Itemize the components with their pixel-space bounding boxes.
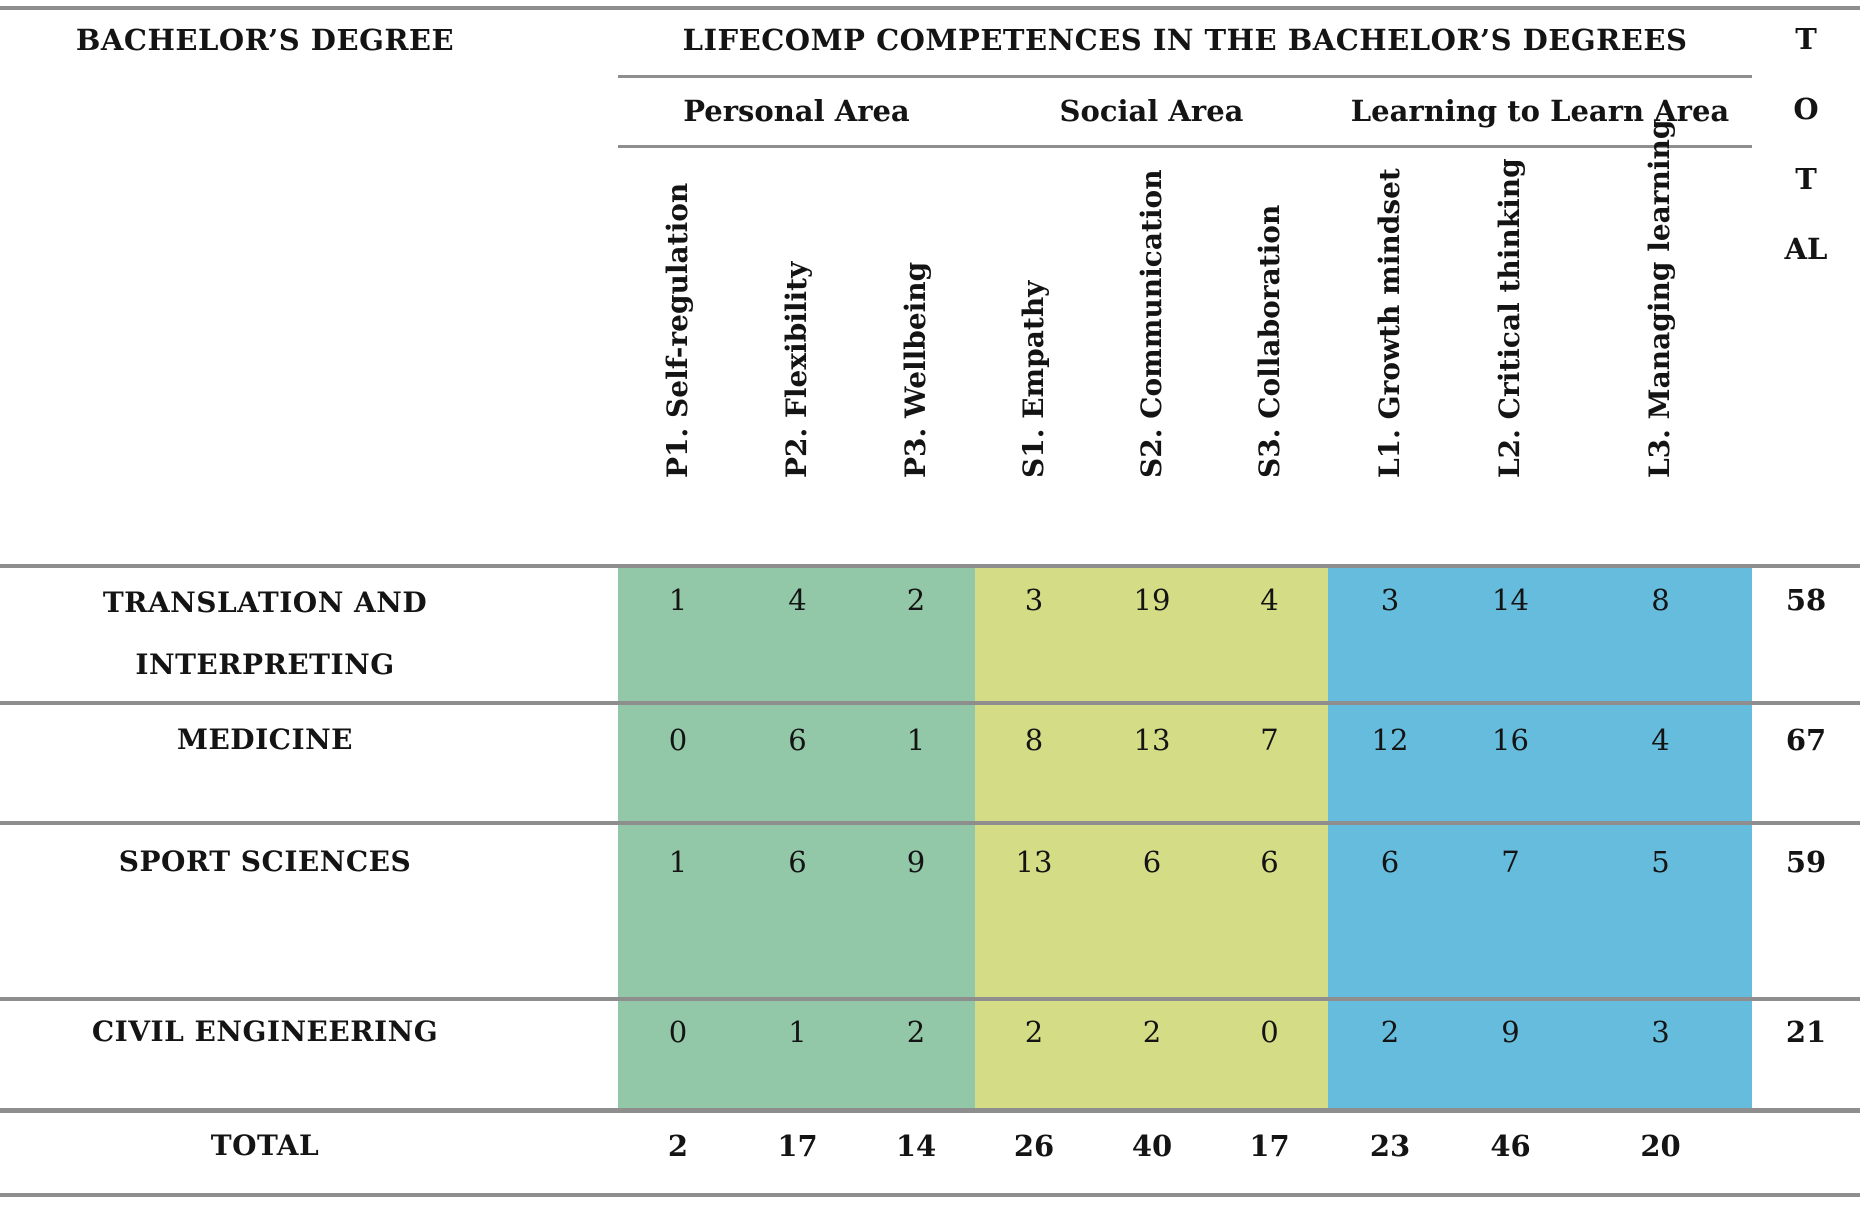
column-total-value: 40 bbox=[1131, 1129, 1173, 1163]
cell-value: 6 bbox=[788, 723, 807, 757]
social-area-band bbox=[975, 568, 1328, 1108]
cell-value: 8 bbox=[1651, 583, 1670, 617]
cell-value: 6 bbox=[788, 845, 807, 879]
horizontal-divider bbox=[0, 564, 1860, 568]
area-header-learning-to-learn: Learning to Learn Area bbox=[1350, 94, 1730, 128]
cell-value: 2 bbox=[906, 1015, 926, 1049]
total-header-line: T bbox=[1795, 22, 1817, 56]
cell-value: 6 bbox=[1260, 845, 1279, 879]
cell-value: 5 bbox=[1651, 845, 1670, 879]
column-header-p1-self-regulation: P1. Self-regulation bbox=[661, 182, 694, 478]
cell-value: 4 bbox=[1651, 723, 1670, 757]
column-total-value: 14 bbox=[895, 1129, 937, 1163]
total-header-line: AL bbox=[1784, 232, 1828, 266]
column-total-value: 17 bbox=[1249, 1129, 1290, 1163]
column-header-l3-managing-learning: L3. Managing learning bbox=[1643, 119, 1676, 478]
cell-value: 7 bbox=[1501, 845, 1520, 879]
bachelors-degree-header: BACHELOR’S DEGREE bbox=[75, 23, 455, 57]
total-column-header: T O T AL bbox=[1752, 4, 1860, 284]
horizontal-divider bbox=[0, 1108, 1860, 1113]
cell-value: 13 bbox=[1133, 723, 1171, 757]
horizontal-divider bbox=[0, 997, 1860, 1001]
cell-value: 2 bbox=[1024, 1015, 1044, 1049]
cell-value: 16 bbox=[1492, 723, 1529, 757]
total-header-line: T bbox=[1795, 162, 1817, 196]
cell-value: 1 bbox=[668, 845, 688, 879]
column-header-p2-flexibility: P2. Flexibility bbox=[780, 261, 813, 478]
row-total-value: 67 bbox=[1785, 723, 1827, 757]
column-header-p3-wellbeing: P3. Wellbeing bbox=[899, 261, 932, 478]
cell-value: 6 bbox=[1380, 845, 1400, 879]
table-top-border bbox=[0, 6, 1860, 10]
cell-value: 3 bbox=[1651, 1015, 1670, 1049]
cell-value: 1 bbox=[906, 723, 926, 757]
cell-value: 6 bbox=[1142, 845, 1162, 879]
cell-value: 3 bbox=[1380, 583, 1400, 617]
column-total-value: 20 bbox=[1640, 1129, 1681, 1163]
cell-value: 4 bbox=[1260, 583, 1279, 617]
column-header-s2-communication: S2. Communication bbox=[1135, 169, 1168, 478]
column-total-value: 2 bbox=[667, 1129, 689, 1163]
row-total-value: 21 bbox=[1785, 1015, 1827, 1049]
total-header-line: O bbox=[1793, 92, 1819, 126]
cell-value: 2 bbox=[1142, 1015, 1162, 1049]
row-label-translation-and-interpreting: TRANSLATION AND INTERPRETING bbox=[0, 572, 530, 696]
area-header-personal: Personal Area bbox=[683, 94, 910, 128]
column-header-s1-empathy: S1. Empathy bbox=[1017, 280, 1050, 478]
lifecomp-header: LIFECOMP COMPETENCES IN THE BACHELOR’S D… bbox=[682, 23, 1688, 57]
cell-value: 7 bbox=[1260, 723, 1279, 757]
cell-value: 0 bbox=[668, 1015, 688, 1049]
learning-area-band bbox=[1328, 568, 1752, 1108]
table-bottom-border bbox=[0, 1193, 1860, 1197]
column-total-value: 26 bbox=[1013, 1129, 1055, 1163]
column-header-l2-critical-thinking: L2. Critical thinking bbox=[1493, 158, 1526, 478]
row-label-civil-engineering: CIVIL ENGINEERING bbox=[91, 1015, 439, 1048]
horizontal-divider bbox=[0, 701, 1860, 705]
column-header-l1-growth-mindset: L1. Growth mindset bbox=[1373, 168, 1406, 478]
personal-area-band bbox=[618, 568, 975, 1108]
row-label-sport-sciences: SPORT SCIENCES bbox=[118, 845, 412, 878]
cell-value: 14 bbox=[1492, 583, 1529, 617]
row-total-value: 59 bbox=[1785, 845, 1827, 879]
cell-value: 1 bbox=[668, 583, 688, 617]
cell-value: 8 bbox=[1024, 723, 1044, 757]
horizontal-divider bbox=[618, 75, 1752, 78]
area-header-social: Social Area bbox=[1059, 94, 1244, 128]
cell-value: 0 bbox=[1260, 1015, 1279, 1049]
column-total-value: 46 bbox=[1490, 1129, 1531, 1163]
cell-value: 3 bbox=[1024, 583, 1044, 617]
cell-value: 13 bbox=[1015, 845, 1053, 879]
cell-value: 9 bbox=[906, 845, 926, 879]
cell-value: 4 bbox=[788, 583, 807, 617]
cell-value: 2 bbox=[1380, 1015, 1400, 1049]
row-label-line: TRANSLATION AND bbox=[102, 586, 428, 619]
row-label-medicine: MEDICINE bbox=[176, 723, 354, 756]
row-label-total: TOTAL bbox=[210, 1129, 320, 1162]
row-label-line: INTERPRETING bbox=[135, 648, 395, 681]
cell-value: 2 bbox=[906, 583, 926, 617]
horizontal-divider bbox=[0, 821, 1860, 825]
cell-value: 1 bbox=[788, 1015, 807, 1049]
cell-value: 0 bbox=[668, 723, 688, 757]
column-header-s3-collaboration: S3. Collaboration bbox=[1253, 204, 1286, 478]
cell-value: 19 bbox=[1133, 583, 1171, 617]
horizontal-divider bbox=[618, 145, 1752, 148]
cell-value: 12 bbox=[1371, 723, 1409, 757]
column-total-value: 17 bbox=[777, 1129, 818, 1163]
column-total-value: 23 bbox=[1369, 1129, 1411, 1163]
cell-value: 9 bbox=[1501, 1015, 1520, 1049]
row-total-value: 58 bbox=[1785, 583, 1827, 617]
